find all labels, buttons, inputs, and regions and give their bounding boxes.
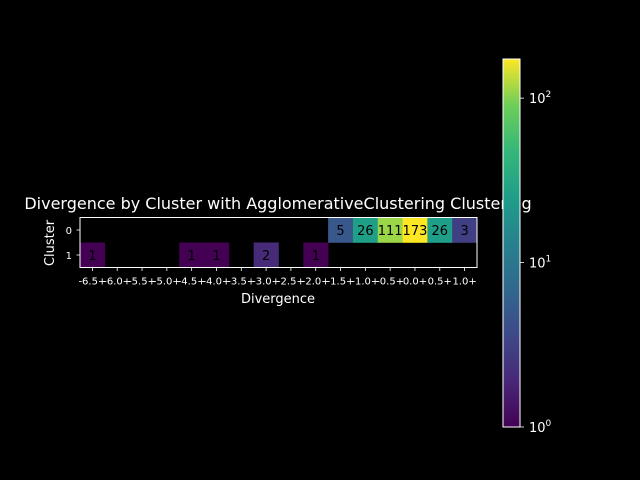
x-tick-label: -6.0+ bbox=[103, 277, 131, 288]
y-axis-ticks: 01 bbox=[66, 226, 80, 262]
y-axis-label: Cluster bbox=[43, 219, 58, 266]
cell-value-label: 26 bbox=[357, 224, 374, 239]
x-tick-label: -2.0+ bbox=[302, 277, 330, 288]
y-tick-label: 0 bbox=[66, 226, 72, 237]
cell-value-label: 1 bbox=[88, 249, 96, 264]
x-tick-label: -5.5+ bbox=[128, 277, 156, 288]
heatmap-cell bbox=[80, 242, 106, 268]
heatmap-cell bbox=[427, 217, 453, 243]
plot-frame bbox=[79, 217, 478, 268]
heatmap-cells bbox=[80, 217, 478, 268]
x-tick-label: 0.5+ bbox=[428, 277, 452, 288]
heatmap-cell bbox=[452, 217, 478, 243]
cell-value-label: 1 bbox=[312, 249, 320, 264]
heatmap-cell bbox=[179, 242, 205, 268]
x-tick-label: -2.5+ bbox=[277, 277, 305, 288]
x-tick-label: 1.0+ bbox=[452, 277, 476, 288]
colorbar-tick-label: 102 bbox=[529, 90, 551, 107]
x-tick-label: -1.5+ bbox=[327, 277, 355, 288]
cell-value-label: 5 bbox=[336, 224, 344, 239]
cell-value-label: 1 bbox=[188, 249, 196, 264]
heatmap-cell bbox=[303, 242, 329, 268]
y-tick-label: 1 bbox=[66, 251, 72, 262]
cell-labels: 5 26 111 173 26 31 1 1 2 1 bbox=[88, 224, 468, 264]
cell-value-label: 1 bbox=[212, 249, 220, 264]
cell-value-label: 173 bbox=[403, 224, 428, 239]
x-tick-label: -4.5+ bbox=[178, 277, 206, 288]
x-tick-label: -6.5+ bbox=[78, 277, 106, 288]
cell-value-label: 26 bbox=[432, 224, 449, 239]
heatmap-cell bbox=[352, 217, 379, 243]
x-tick-label: -3.5+ bbox=[227, 277, 255, 288]
x-tick-label: -1.0+ bbox=[351, 277, 379, 288]
heatmap-cell bbox=[253, 242, 279, 268]
colorbar-tick-label: 101 bbox=[529, 255, 551, 272]
x-tick-label: 0.0+ bbox=[403, 277, 427, 288]
colorbar-tick-label: 100 bbox=[529, 419, 552, 436]
colorbar-ticks: 100 101 102 bbox=[520, 90, 552, 436]
heatmap-cell bbox=[204, 242, 230, 268]
heatmap-cell bbox=[402, 217, 428, 243]
heatmap-cell bbox=[377, 217, 403, 243]
x-axis-label: Divergence bbox=[241, 292, 315, 307]
cell-value-label: 2 bbox=[262, 249, 270, 264]
cell-value-label: 111 bbox=[378, 224, 403, 239]
x-tick-label: -0.5+ bbox=[376, 277, 404, 288]
heatmap-cell bbox=[328, 217, 354, 243]
x-tick-label: -5.0+ bbox=[153, 277, 181, 288]
colorbar-gradient bbox=[502, 58, 521, 428]
x-axis-ticks: -6.5+-6.0+-5.5+-5.0+-4.5+-4.0+-3.5+-3.0+… bbox=[78, 267, 477, 288]
x-tick-label: -3.0+ bbox=[252, 277, 280, 288]
x-tick-label: -4.0+ bbox=[203, 277, 231, 288]
cell-value-label: 3 bbox=[460, 224, 468, 239]
chart-title: Divergence by Cluster with Agglomerative… bbox=[24, 194, 531, 213]
